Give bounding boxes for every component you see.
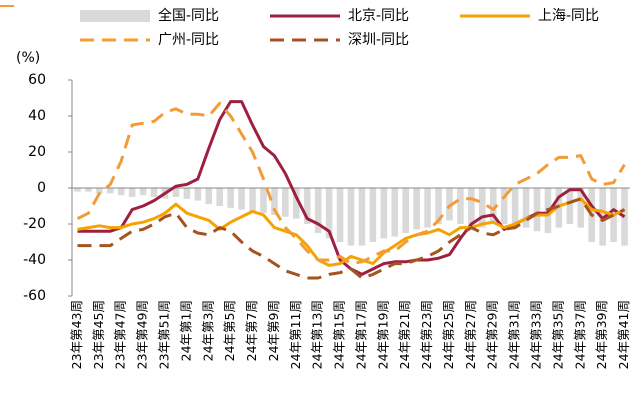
bar [150, 188, 158, 197]
bar [358, 188, 366, 246]
bar [577, 188, 585, 228]
legend-label: 北京-同比 [348, 8, 409, 24]
bar [336, 188, 344, 242]
bar [314, 188, 322, 233]
x-tick-label: 24年第7周 [244, 300, 259, 361]
y-tick-label: 40 [28, 108, 46, 124]
y-tick-label: -60 [23, 288, 46, 304]
x-tick-label: 24年第17周 [353, 300, 368, 369]
y-tick-label: 20 [28, 144, 46, 160]
bar [183, 188, 191, 199]
bar [216, 188, 223, 206]
x-tick-label: 24年第31周 [507, 300, 522, 369]
bar [566, 188, 574, 224]
x-tick-label: 24年第1周 [178, 300, 193, 361]
x-tick-label: 24年第35周 [550, 300, 565, 369]
bar [74, 188, 81, 192]
bar [446, 188, 453, 221]
bar [347, 188, 355, 246]
bar [282, 188, 289, 217]
legend-label: 上海-同比 [538, 8, 599, 24]
y-tick-label: 60 [28, 72, 46, 88]
bar [205, 188, 213, 205]
bar [500, 188, 508, 224]
bar [468, 188, 475, 228]
bar [479, 188, 486, 228]
bar [325, 188, 333, 239]
x-tick-label: 24年第37周 [572, 300, 587, 369]
bar [227, 188, 234, 208]
bar [85, 188, 92, 192]
legend-swatch [80, 10, 150, 22]
bar [621, 188, 628, 246]
x-tick-label: 24年第11周 [288, 300, 303, 369]
bar [457, 188, 464, 224]
y-tick-label: -20 [23, 216, 46, 232]
x-tick-label: 24年第21周 [397, 300, 412, 369]
bar [249, 188, 256, 212]
x-tick-label: 24年第15周 [332, 300, 347, 369]
bar [128, 188, 136, 197]
x-tick-label: 23年第49周 [135, 300, 150, 369]
legend-label: 广州-同比 [158, 32, 219, 48]
x-tick-label: 24年第13周 [310, 300, 325, 369]
bar [402, 188, 409, 233]
bar [271, 188, 278, 215]
bar [391, 188, 399, 237]
x-tick-label: 23年第43周 [69, 300, 84, 369]
x-tick-label: 23年第45周 [91, 300, 106, 369]
bar [117, 188, 125, 196]
y-tick-label: -40 [23, 252, 46, 268]
bar [107, 188, 114, 194]
x-tick-label: 24年第5周 [222, 300, 237, 361]
bar [260, 188, 267, 214]
legend-label: 深圳-同比 [348, 32, 409, 48]
x-tick-label: 24年第19周 [375, 300, 390, 369]
bar [424, 188, 431, 228]
x-tick-label: 24年第39周 [594, 300, 609, 369]
x-tick-label: 23年第47周 [113, 300, 128, 369]
bar [139, 188, 147, 196]
bar [238, 188, 245, 210]
line-series [77, 197, 626, 280]
bar [303, 188, 311, 224]
bar [96, 188, 103, 194]
bar [293, 188, 300, 219]
x-tick-label: 24年第9周 [266, 300, 281, 361]
bar [194, 188, 202, 201]
unit-label: (%) [16, 50, 40, 66]
bar [380, 188, 388, 239]
x-tick-label: 24年第3周 [200, 300, 215, 361]
legend-label: 全国-同比 [158, 7, 219, 24]
x-tick-label: 24年第27周 [463, 300, 478, 369]
bar [369, 188, 377, 242]
bar [413, 188, 420, 230]
x-tick-label: 24年第23周 [419, 300, 434, 369]
bar [522, 188, 530, 228]
x-tick-label: 24年第33周 [529, 300, 544, 369]
bar [489, 188, 497, 224]
bar [533, 188, 541, 232]
x-tick-label: 24年第25周 [441, 300, 456, 369]
bar [511, 188, 519, 224]
y-tick-label: 0 [37, 180, 46, 196]
bar [172, 188, 180, 197]
bar [435, 188, 442, 224]
x-tick-label: 23年第51周 [157, 300, 172, 369]
x-tick-label: 24年第41周 [616, 300, 631, 369]
x-tick-label: 24年第29周 [485, 300, 500, 369]
